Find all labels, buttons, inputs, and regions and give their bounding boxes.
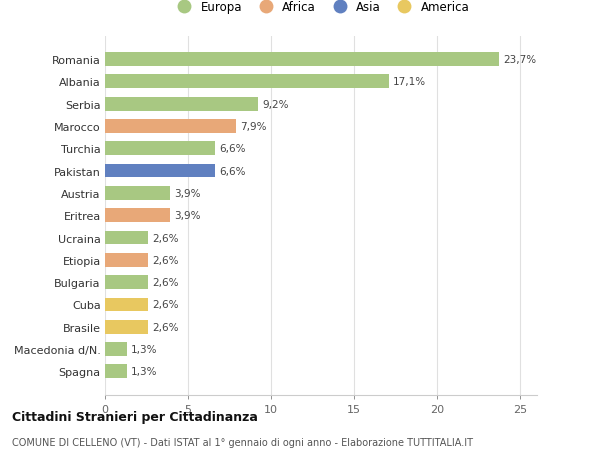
Bar (105, 97, 258, 112)
Bar (105, 53, 499, 67)
Text: 3,9%: 3,9% (174, 211, 200, 221)
Legend: Europa, Africa, Asia, America: Europa, Africa, Asia, America (172, 1, 470, 14)
Text: 2,6%: 2,6% (152, 300, 179, 310)
Bar (105, 164, 215, 178)
Text: 17,1%: 17,1% (393, 77, 427, 87)
Text: 23,7%: 23,7% (503, 55, 536, 65)
Text: 1,3%: 1,3% (131, 367, 157, 376)
Text: COMUNE DI CELLENO (VT) - Dati ISTAT al 1° gennaio di ogni anno - Elaborazione TU: COMUNE DI CELLENO (VT) - Dati ISTAT al 1… (12, 437, 473, 447)
Bar (105, 209, 170, 223)
Bar (105, 364, 127, 379)
Text: 7,9%: 7,9% (241, 122, 267, 132)
Text: 2,6%: 2,6% (152, 278, 179, 287)
Text: 2,6%: 2,6% (152, 255, 179, 265)
Text: 3,9%: 3,9% (174, 189, 200, 198)
Bar (105, 186, 170, 201)
Text: 2,6%: 2,6% (152, 322, 179, 332)
Bar (105, 275, 148, 290)
Text: 2,6%: 2,6% (152, 233, 179, 243)
Text: Cittadini Stranieri per Cittadinanza: Cittadini Stranieri per Cittadinanza (12, 410, 258, 423)
Bar (105, 120, 236, 134)
Bar (105, 320, 148, 334)
Bar (105, 253, 148, 267)
Bar (105, 142, 215, 156)
Bar (105, 231, 148, 245)
Text: 1,3%: 1,3% (131, 344, 157, 354)
Text: 6,6%: 6,6% (219, 166, 245, 176)
Bar (105, 298, 148, 312)
Text: 6,6%: 6,6% (219, 144, 245, 154)
Bar (105, 75, 389, 89)
Bar (105, 342, 127, 356)
Text: 9,2%: 9,2% (262, 100, 289, 109)
